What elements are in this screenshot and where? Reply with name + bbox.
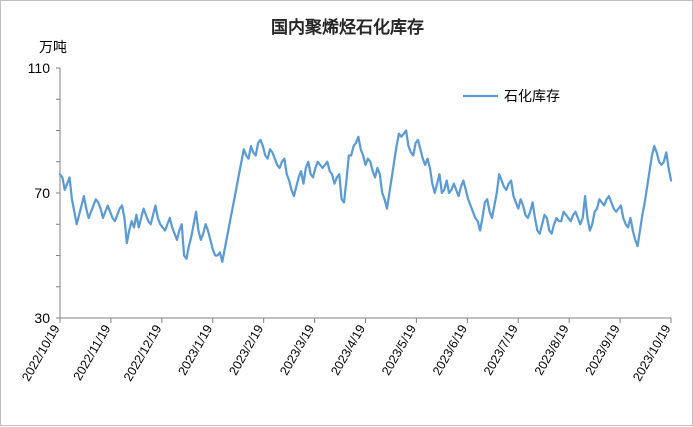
x-tick-label: 2023/9/19 bbox=[583, 322, 623, 377]
x-tick-label: 2023/8/19 bbox=[532, 322, 572, 377]
x-tick-label: 2023/5/19 bbox=[379, 322, 419, 377]
x-tick-label: 2023/2/19 bbox=[226, 322, 266, 377]
y-axis-unit-label: 万吨 bbox=[39, 39, 67, 55]
x-tick-labels: 2022/10/19 2022/11/19 2022/12/19 2023/1/19 2… bbox=[19, 322, 673, 383]
series-line bbox=[58, 129, 673, 263]
y-tick-label: 30 bbox=[34, 310, 50, 326]
y-tick-label: 70 bbox=[34, 185, 50, 201]
y-tick-labels: 110 70 30 bbox=[28, 60, 51, 326]
legend: 石化库存 bbox=[463, 88, 560, 104]
x-tick-label: 2023/4/19 bbox=[328, 322, 368, 377]
axes bbox=[56, 67, 672, 323]
y-tick-label: 110 bbox=[28, 60, 51, 76]
x-tick-label: 2023/7/19 bbox=[481, 322, 521, 377]
x-tick-label: 2022/10/19 bbox=[19, 322, 62, 383]
x-tick-label: 2023/6/19 bbox=[430, 322, 470, 377]
series-group bbox=[58, 129, 673, 263]
x-tick-label: 2023/10/19 bbox=[630, 322, 673, 383]
x-tick-label: 2022/12/19 bbox=[121, 322, 164, 383]
chart-title: 国内聚烯烃石化库存 bbox=[271, 18, 424, 38]
x-tick-label: 2022/11/19 bbox=[71, 322, 114, 382]
x-tick-label: 2023/1/19 bbox=[175, 322, 215, 377]
x-tick-label: 2023/3/19 bbox=[277, 322, 317, 377]
legend-label: 石化库存 bbox=[504, 88, 560, 104]
